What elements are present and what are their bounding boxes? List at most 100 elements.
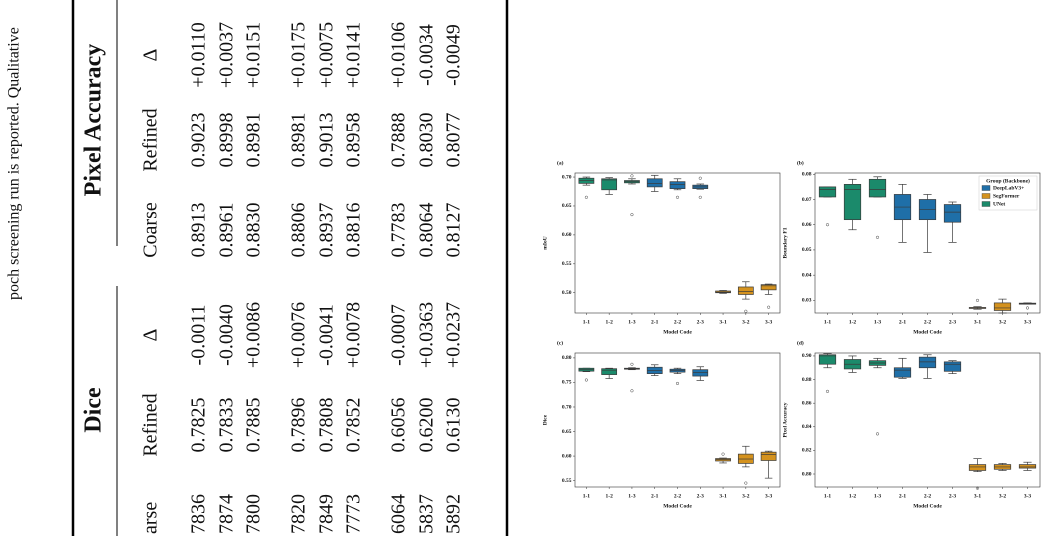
y-tick-label: 0.80 bbox=[562, 355, 572, 361]
table-cell: 0.8806 bbox=[288, 203, 310, 258]
table-cell: 0.6130 bbox=[443, 398, 465, 453]
outlier bbox=[630, 389, 634, 393]
y-tick-label: 0.06 bbox=[802, 222, 812, 228]
legend-swatch bbox=[981, 201, 991, 207]
outlier bbox=[1025, 306, 1030, 310]
table-cell: 0.8981 bbox=[288, 113, 310, 168]
table-cell: 0.9023 bbox=[188, 113, 210, 168]
table-cell: 0.6056 bbox=[388, 398, 410, 453]
y-tick-label: 0.65 bbox=[562, 429, 572, 435]
y-tick-label: 0.84 bbox=[802, 424, 812, 430]
rotated-table: poch screening run is reported. Qualitat… bbox=[6, 0, 509, 536]
table-cell: -0.0034 bbox=[416, 24, 438, 86]
x-tick-label: 2-3 bbox=[697, 319, 705, 325]
y-tick-label: 0.50 bbox=[562, 290, 572, 296]
table-cell: 0.8830 bbox=[243, 203, 265, 258]
table-cell: +0.0237 bbox=[443, 302, 465, 368]
table-cell: 0.7783 bbox=[388, 203, 410, 258]
outlier bbox=[744, 481, 748, 485]
y-tick-label: 0.60 bbox=[562, 232, 572, 238]
x-tick-label: 3-1 bbox=[974, 493, 982, 499]
table-cell: 7836 bbox=[188, 494, 210, 534]
outlier bbox=[630, 213, 634, 217]
x-tick-label: 3-3 bbox=[1024, 493, 1032, 499]
table-cell: +0.0086 bbox=[243, 302, 265, 368]
table-cell: +0.0110 bbox=[188, 22, 210, 88]
table-cell: 0.8077 bbox=[443, 113, 465, 168]
column-header: Δ bbox=[140, 328, 162, 341]
y-tick-label: 0.65 bbox=[562, 203, 572, 209]
table-cell: 0.8127 bbox=[443, 203, 465, 258]
x-tick-label: 3-1 bbox=[974, 319, 982, 325]
table-cell: 0.7852 bbox=[343, 398, 365, 453]
table-cell: 0.8816 bbox=[343, 203, 365, 258]
y-tick-label: 0.80 bbox=[802, 471, 812, 477]
column-header: Δ bbox=[140, 48, 162, 61]
y-tick-label: 0.70 bbox=[562, 174, 572, 180]
table-cell: 0.8981 bbox=[243, 113, 265, 168]
x-tick-label: 3-1 bbox=[719, 319, 727, 325]
x-tick-label: 2-2 bbox=[924, 319, 932, 325]
x-tick-label: 2-2 bbox=[674, 319, 682, 325]
y-tick-label: 0.75 bbox=[562, 380, 572, 386]
outlier bbox=[825, 389, 830, 393]
column-header: arse bbox=[140, 502, 162, 534]
x-tick-label: 2-2 bbox=[924, 493, 932, 499]
box bbox=[943, 361, 962, 372]
x-tick-label: 2-3 bbox=[949, 493, 957, 499]
box bbox=[918, 356, 937, 369]
box bbox=[893, 367, 912, 378]
table-cell: +0.0076 bbox=[288, 302, 310, 368]
y-tick-label: 0.60 bbox=[562, 453, 572, 459]
x-tick-label: 1-2 bbox=[605, 493, 613, 499]
x-tick-label: 2-1 bbox=[899, 493, 907, 499]
table-cell: 0.7833 bbox=[216, 398, 238, 453]
x-tick-label: 2-1 bbox=[899, 319, 907, 325]
x-axis-label: Model Code bbox=[663, 329, 692, 335]
table-cell: -0.0040 bbox=[216, 304, 238, 366]
table-cell: 0.7808 bbox=[316, 398, 338, 453]
box bbox=[737, 286, 754, 295]
outlier bbox=[767, 305, 771, 309]
outlier bbox=[744, 309, 748, 313]
box bbox=[993, 302, 1012, 311]
table-cell: 0.7896 bbox=[288, 398, 310, 453]
x-tick-label: 1-1 bbox=[583, 319, 591, 325]
table-cell: -0.0049 bbox=[443, 24, 465, 86]
table-cell: 0.7825 bbox=[188, 398, 210, 453]
table-cell: -0.0007 bbox=[388, 304, 410, 366]
legend-label: UNet bbox=[993, 201, 1005, 207]
x-tick-label: 1-3 bbox=[628, 493, 636, 499]
legend-title: Group (Backbone) bbox=[986, 177, 1030, 184]
table-cell: +0.0151 bbox=[243, 22, 265, 88]
y-tick-label: 0.90 bbox=[802, 353, 812, 359]
table-cell: 0.7888 bbox=[388, 113, 410, 168]
panel-label: (d) bbox=[797, 339, 804, 346]
y-tick-label: 0.08 bbox=[802, 172, 812, 178]
column-header: Refined bbox=[140, 108, 162, 171]
table-cell: 5892 bbox=[443, 494, 465, 534]
y-axis-label: Boundary F1 bbox=[782, 227, 788, 258]
outlier bbox=[875, 235, 880, 239]
group-header: Dice bbox=[81, 387, 107, 433]
outlier bbox=[584, 378, 588, 382]
y-tick-label: 0.55 bbox=[562, 478, 572, 484]
x-tick-label: 2-3 bbox=[697, 493, 705, 499]
y-tick-label: 0.88 bbox=[802, 377, 812, 383]
table-cell: +0.0037 bbox=[216, 22, 238, 88]
x-tick-label: 1-1 bbox=[824, 493, 832, 499]
x-tick-label: 3-2 bbox=[999, 319, 1007, 325]
box bbox=[646, 178, 663, 188]
box bbox=[601, 368, 618, 375]
outlier bbox=[825, 223, 830, 227]
table-cell: +0.0106 bbox=[388, 22, 410, 88]
box bbox=[760, 451, 777, 461]
y-tick-label: 0.07 bbox=[802, 197, 812, 203]
y-tick-label: 0.04 bbox=[802, 272, 812, 278]
outlier bbox=[630, 362, 634, 366]
legend-label: DeepLabV3+ bbox=[993, 185, 1024, 191]
legend-swatch bbox=[981, 185, 991, 191]
outlier bbox=[675, 381, 680, 385]
table-cell: 0.8913 bbox=[188, 203, 210, 258]
